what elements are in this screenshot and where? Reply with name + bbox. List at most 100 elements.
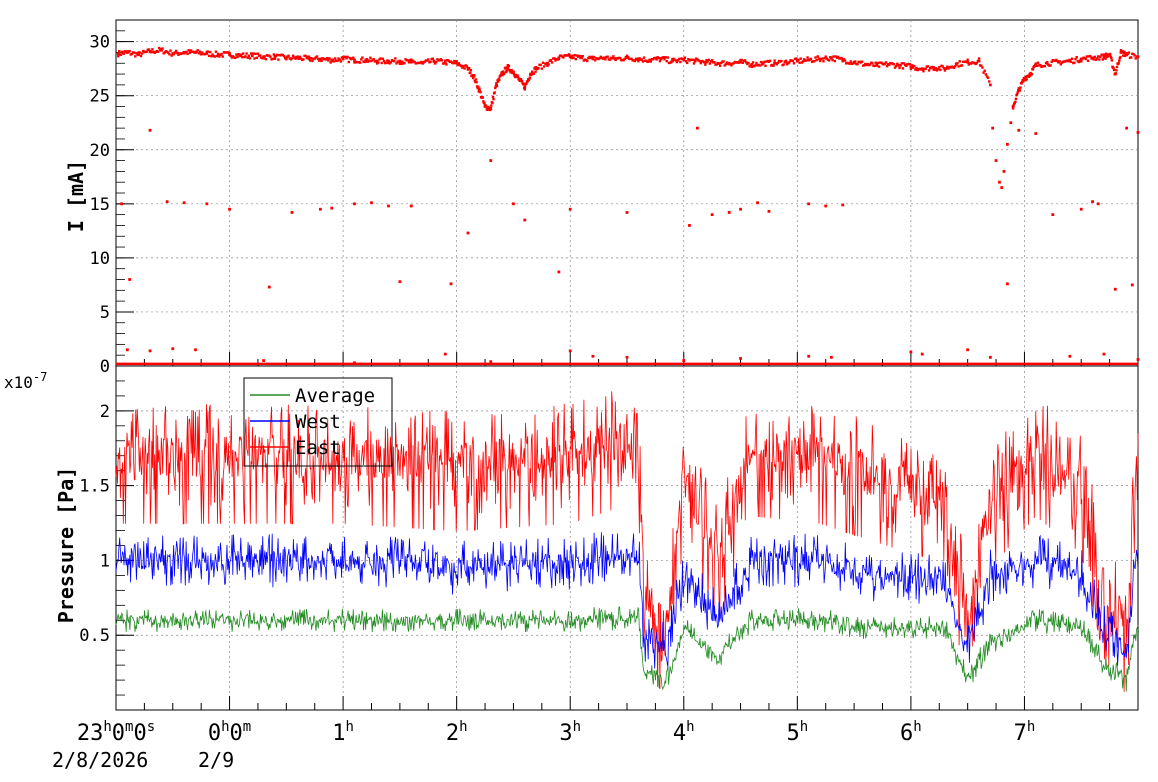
current-point: [495, 82, 498, 85]
current-point: [197, 52, 201, 55]
current-point: [546, 64, 549, 67]
current-point: [453, 59, 456, 63]
current-point: [574, 57, 578, 61]
current-point: [802, 58, 806, 61]
current-point: [135, 51, 138, 55]
current-point: [456, 63, 460, 67]
current-point: [194, 348, 197, 352]
current-point: [330, 58, 334, 62]
current-point: [157, 46, 161, 50]
current-point: [682, 359, 686, 362]
current-point: [975, 61, 978, 65]
current-point: [1006, 282, 1009, 286]
current-point: [528, 77, 531, 81]
current-point: [982, 71, 985, 74]
current-point: [185, 50, 188, 54]
current-point: [130, 52, 134, 56]
current-point: [892, 63, 896, 66]
current-point: [489, 107, 493, 111]
current-point: [772, 64, 775, 67]
current-point: [469, 68, 473, 72]
current-point: [1011, 107, 1015, 110]
y-tick-label: 5: [100, 303, 110, 323]
current-point: [873, 64, 876, 68]
y-tick-label: 20: [90, 141, 110, 161]
current-point: [344, 55, 347, 59]
current-point: [228, 51, 231, 55]
current-point: [240, 55, 244, 59]
current-point: [330, 206, 334, 210]
current-point: [687, 57, 690, 61]
current-point: [908, 62, 911, 66]
current-point: [688, 224, 691, 227]
current-point: [598, 56, 601, 60]
current-point: [120, 202, 124, 206]
current-point: [271, 57, 274, 61]
current-point: [1070, 57, 1074, 60]
current-point: [387, 204, 390, 208]
current-point: [189, 49, 193, 52]
current-point: [505, 68, 509, 71]
current-point: [983, 69, 986, 72]
current-point: [1036, 61, 1040, 64]
current-point: [1100, 53, 1103, 56]
current-point: [1049, 64, 1052, 67]
current-point: [205, 202, 209, 206]
current-point: [493, 91, 496, 94]
current-point: [1097, 55, 1100, 58]
current-point: [831, 58, 834, 62]
current-point: [148, 49, 152, 53]
current-point: [1115, 65, 1119, 69]
current-point: [176, 51, 179, 55]
current-point: [400, 60, 404, 63]
current-point: [457, 62, 461, 65]
current-point: [1073, 61, 1076, 64]
y-tick-label: 0.5: [79, 626, 110, 646]
current-point: [724, 63, 727, 66]
current-point: [568, 55, 572, 59]
current-point: [1017, 88, 1021, 92]
current-point: [489, 360, 493, 364]
current-point: [1119, 55, 1122, 59]
current-point: [936, 68, 940, 71]
current-point: [1077, 60, 1081, 64]
current-point: [693, 59, 697, 63]
current-point: [894, 64, 898, 68]
current-point: [495, 83, 498, 87]
current-point: [516, 75, 520, 78]
current-point: [1109, 55, 1112, 58]
current-point: [662, 56, 665, 59]
current-point: [1068, 59, 1072, 63]
pressure-exponent-label: x10-7: [4, 370, 47, 392]
current-point: [201, 51, 204, 54]
current-point: [1028, 74, 1032, 77]
current-point: [875, 64, 879, 67]
current-point: [562, 56, 565, 59]
current-point: [911, 66, 915, 69]
current-point: [1122, 54, 1125, 57]
current-point: [228, 207, 231, 211]
current-point: [455, 61, 459, 65]
current-point: [821, 57, 824, 60]
current-point: [1034, 62, 1037, 65]
current-point: [1096, 202, 1100, 206]
current-point: [364, 58, 368, 62]
current-point: [764, 64, 767, 68]
current-point: [991, 126, 995, 130]
current-point: [529, 72, 532, 76]
current-point: [377, 61, 380, 64]
current-point: [625, 56, 629, 60]
current-point: [455, 60, 458, 63]
current-point: [1028, 72, 1032, 76]
current-point: [604, 58, 607, 61]
current-point: [160, 48, 163, 52]
current-point: [116, 52, 120, 55]
current-point: [666, 56, 670, 59]
current-point: [625, 211, 629, 214]
current-point: [740, 58, 743, 62]
current-point: [318, 59, 321, 62]
current-point: [479, 90, 482, 94]
current-point: [608, 58, 612, 61]
current-point: [985, 75, 989, 78]
